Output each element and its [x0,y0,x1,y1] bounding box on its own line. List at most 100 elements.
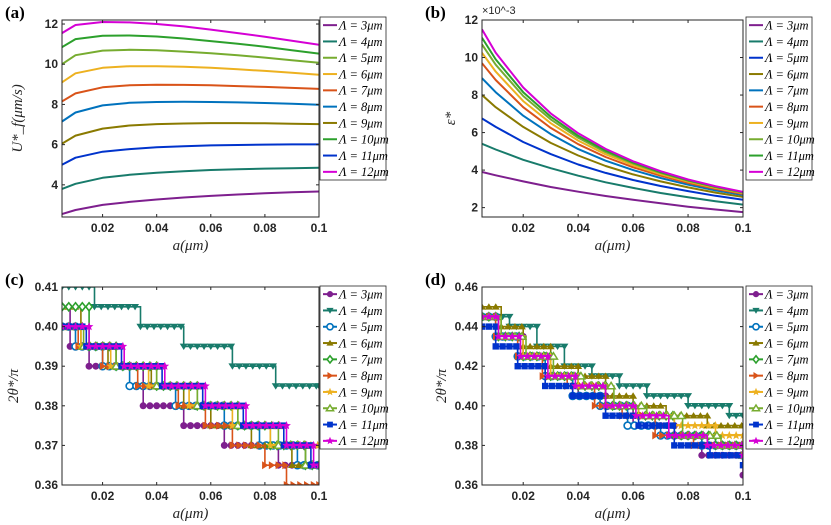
series-3 [62,122,319,145]
series-marker [494,331,503,341]
series-marker [684,442,692,449]
series-marker [177,323,186,331]
series-marker [591,401,599,410]
series-4 [482,77,743,196]
series-marker [290,481,297,485]
series-line [482,117,743,201]
series-marker [675,410,687,420]
series-marker [521,363,528,370]
series-marker [689,412,698,419]
series-marker [84,301,94,313]
series-marker [278,383,287,390]
legend-label: Λ = 12μm [338,165,389,179]
series-marker [507,331,517,341]
x-tick-label: 0.04 [566,489,590,503]
series-marker [623,421,632,430]
series-marker [550,371,560,380]
series-marker [564,371,573,380]
legend-marker [326,387,334,396]
legend-marker [751,403,761,412]
legend-item: Λ = 7μm [323,84,383,98]
y-tick-label: 4 [51,178,58,192]
series-marker [228,401,237,410]
series-marker [62,301,67,313]
legend-label: Λ = 3μm [764,18,809,32]
series-marker [268,421,278,430]
legend-marker [752,307,760,314]
series-marker [295,440,305,450]
series-marker [725,403,734,410]
series-marker [282,461,289,470]
series-marker [587,363,596,370]
legend-marker [327,372,334,380]
series-marker [261,421,271,430]
series-marker [144,381,153,390]
series-marker [725,412,734,420]
series-marker [731,430,741,440]
x-tick-label: 0.04 [145,489,169,503]
plot-frame [61,19,320,218]
legend-marker [326,339,334,346]
series-marker [111,341,121,351]
series-marker [91,341,101,351]
series-marker [528,363,535,370]
series-line [62,190,319,215]
series-marker [499,343,506,350]
legend-item: Λ = 11μm [323,149,388,163]
series-marker [220,343,229,350]
series-0 [482,171,743,214]
series-marker [656,422,663,429]
y-tick-label: 10 [45,57,59,71]
legend-item: Λ = 9μm [749,385,809,399]
legend-label: Λ = 11μm [338,149,388,163]
legend-item: Λ = 5μm [749,51,809,65]
series-marker [629,392,638,399]
series-marker [635,422,642,429]
series-3 [482,94,743,198]
series-marker [616,412,623,419]
legend-marker [752,322,760,331]
series-marker [241,401,251,410]
series-marker [110,304,119,311]
series-marker [730,422,739,429]
series-7 [62,48,319,66]
series-marker [285,383,294,390]
series-marker [548,382,556,390]
series-1 [482,142,743,206]
legend-marker [326,291,334,298]
series-marker [690,403,699,410]
legend-label: Λ = 6μm [338,67,383,81]
series-marker [179,343,188,350]
legend-item: Λ = 4μm [323,304,383,318]
legend-label: Λ = 10μm [338,402,389,416]
legend-item: Λ = 3μm [323,287,383,301]
y-tick-label: 8 [51,97,58,111]
series-marker [718,430,727,440]
series-marker [200,343,209,350]
plot-series-group [482,28,743,214]
series-marker [546,342,555,350]
legend-item: Λ = 9μm [323,385,383,399]
series-marker [541,363,549,370]
series-line [62,166,319,190]
series-marker [283,481,291,485]
legend-label: Λ = 4μm [764,35,809,49]
series-marker [275,421,285,430]
x-axis-label: a(μm) [595,506,631,522]
series-marker [310,481,318,485]
series-marker [282,421,291,430]
series-marker [723,422,732,429]
series-marker [684,403,693,410]
series-marker [220,441,228,449]
series-marker [110,361,122,370]
series-marker [543,371,553,380]
series-marker [249,441,257,450]
legend-item: Λ = 6μm [323,67,383,81]
series-marker [505,313,514,321]
series-marker [664,430,674,440]
series-marker [156,323,165,331]
series-4 [62,100,319,123]
series-marker [676,421,686,430]
x-tick-label: 0.04 [566,221,590,235]
series-marker [214,401,224,410]
